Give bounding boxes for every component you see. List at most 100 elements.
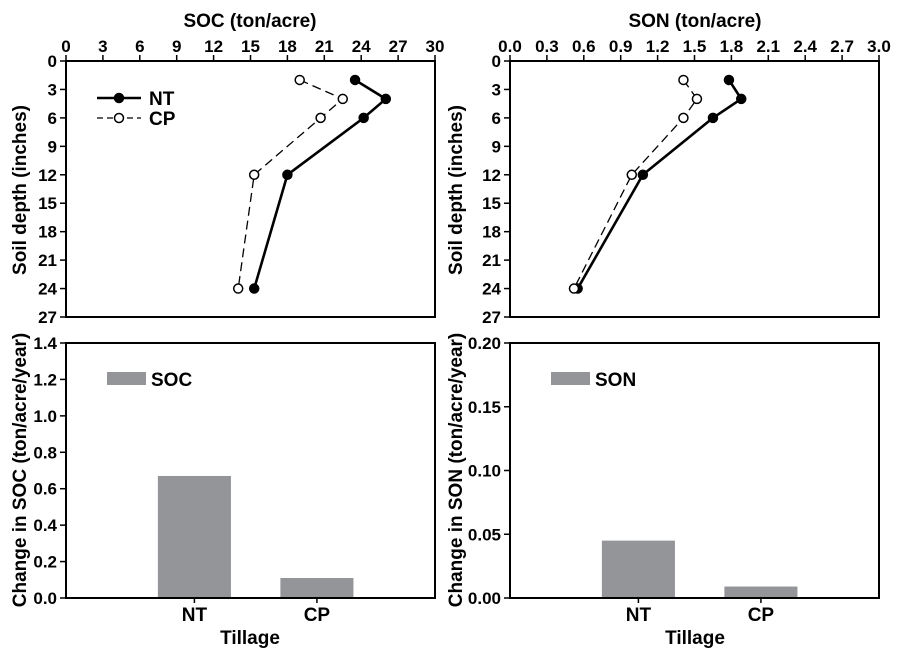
legend-swatch xyxy=(107,372,146,385)
data-point-nt xyxy=(248,283,260,294)
data-point-cp xyxy=(678,74,689,86)
soc-change-ylabel: Change in SOC (ton/acre/year) xyxy=(10,333,31,608)
y-tick-label: 1.4 xyxy=(33,334,57,353)
data-point-nt xyxy=(735,93,747,105)
legend-label: SON xyxy=(595,370,636,391)
y-tick-label: 1.2 xyxy=(33,370,57,389)
legend-marker-nt xyxy=(113,92,125,104)
data-point-cp xyxy=(337,93,348,105)
y-tick-label: 0.8 xyxy=(33,443,57,462)
data-point-cp xyxy=(315,112,326,124)
y-tick-label: 24 xyxy=(482,280,501,299)
x-tick-label: 0.0 xyxy=(498,37,522,56)
soc-profile-title: SOC (ton/acre) xyxy=(183,11,316,32)
x-tick-label-nt: NT xyxy=(182,605,208,626)
data-point-nt xyxy=(637,169,649,181)
legend-label-cp: CP xyxy=(149,109,176,130)
y-tick-label: 3 xyxy=(48,80,57,99)
son-change-frame xyxy=(509,342,880,599)
y-tick-label: 0.2 xyxy=(33,553,57,572)
soc-profile-frame xyxy=(65,60,436,318)
x-tick-label: 30 xyxy=(426,37,445,56)
soc-change-frame xyxy=(65,342,436,599)
x-tick-label: 0.6 xyxy=(572,37,596,56)
y-tick-label: 18 xyxy=(482,223,501,242)
x-tick-label: 2.7 xyxy=(830,37,854,56)
x-tick-label: 1.5 xyxy=(683,37,707,56)
data-point-nt xyxy=(707,112,719,124)
soc-change-chart: Change in SOC (ton/acre/year) Tillage 0.… xyxy=(10,333,436,649)
data-point-cp xyxy=(678,112,689,124)
son-profile-chart: SON (ton/acre) Soil depth (inches) 0.0 0.… xyxy=(446,11,891,327)
x-tick-label: 27 xyxy=(389,37,408,56)
data-point-nt xyxy=(380,93,392,105)
bar-nt xyxy=(157,475,231,598)
series-line-cp xyxy=(237,79,344,289)
x-tick-label: 0.9 xyxy=(609,37,633,56)
soc-change-xlabel: Tillage xyxy=(220,628,280,649)
y-tick-label: 27 xyxy=(482,308,501,327)
y-tick-label: 21 xyxy=(482,251,501,270)
legend-swatch xyxy=(551,372,590,385)
legend-label-nt: NT xyxy=(149,89,175,110)
series-line-nt xyxy=(576,79,744,290)
y-tick-label: 0.10 xyxy=(468,462,501,481)
x-tick-label: 3 xyxy=(98,37,107,56)
data-point-cp xyxy=(691,93,703,105)
y-tick-label: 1.0 xyxy=(33,407,57,426)
y-tick-label: 0.6 xyxy=(33,480,57,499)
soc-profile-chart: SOC (ton/acre) Soil depth (inches) 0 3 6 9 1… xyxy=(10,11,444,327)
x-tick-label: 2.4 xyxy=(793,37,817,56)
x-tick-label: 1.8 xyxy=(720,37,744,56)
y-tick-label: 9 xyxy=(492,137,501,156)
x-tick-label-cp: CP xyxy=(304,605,331,626)
son-profile-plot: 0.0 0.3 0.6 0.9 1.2 1.5 1.8 2.1 2.4 2.7 3.0 0 3 6 9 12 1… xyxy=(482,37,891,327)
data-point-nt xyxy=(349,74,361,86)
y-tick-label: 21 xyxy=(38,251,57,270)
y-tick-label: 0.20 xyxy=(468,334,501,353)
y-tick-label: 6 xyxy=(492,109,501,128)
y-tick-label: 15 xyxy=(38,194,57,213)
y-tick-label: 27 xyxy=(38,308,57,327)
y-tick-label: 0.0 xyxy=(33,589,57,608)
y-tick-label: 3 xyxy=(492,80,501,99)
y-tick-label: 6 xyxy=(48,109,57,128)
bar-nt xyxy=(601,540,675,598)
y-tick-label: 0.15 xyxy=(468,398,501,417)
y-tick-label: 0.00 xyxy=(468,589,501,608)
y-tick-label: 18 xyxy=(38,223,57,242)
data-point-nt xyxy=(358,112,369,124)
soc-profile-ylabel: Soil depth (inches) xyxy=(10,105,31,275)
data-point-nt xyxy=(282,169,293,181)
x-tick-label: 15 xyxy=(241,37,260,56)
son-change-chart: Change in SON (ton/acre/year) Tillage 0.… xyxy=(446,333,880,649)
son-profile-frame xyxy=(509,60,880,318)
legend-marker-cp xyxy=(113,112,125,124)
data-point-nt xyxy=(723,74,735,86)
legend-label: SOC xyxy=(151,370,192,391)
y-tick-label: 0.05 xyxy=(468,525,501,544)
y-tick-label: 15 xyxy=(482,194,501,213)
x-tick-label: 12 xyxy=(204,37,223,56)
y-tick-label: 0.4 xyxy=(33,516,57,535)
data-point-cp xyxy=(248,169,260,181)
x-tick-label: 18 xyxy=(278,37,297,56)
data-point-cp xyxy=(294,74,305,86)
soc-change-plot: 0.0 0.2 0.4 0.6 0.8 1.0 1.2 1.4 NT CP SOC xyxy=(33,334,354,626)
y-tick-label: 0 xyxy=(492,52,501,71)
son-change-xlabel: Tillage xyxy=(665,628,725,649)
son-change-plot: 0.00 0.05 0.10 0.15 0.20 NT CP SON xyxy=(468,334,798,626)
x-tick-label: 24 xyxy=(352,37,371,56)
x-tick-label-cp: CP xyxy=(748,605,775,626)
x-tick-label: 1.2 xyxy=(646,37,670,56)
x-tick-label: 0 xyxy=(61,37,70,56)
data-point-cp xyxy=(568,283,580,294)
series-line-nt xyxy=(252,78,388,289)
bar-cp xyxy=(280,577,354,598)
x-tick-label: 9 xyxy=(172,37,181,56)
series-line-cp xyxy=(573,79,698,289)
data-point-cp xyxy=(626,169,638,181)
x-tick-label-nt: NT xyxy=(626,605,652,626)
